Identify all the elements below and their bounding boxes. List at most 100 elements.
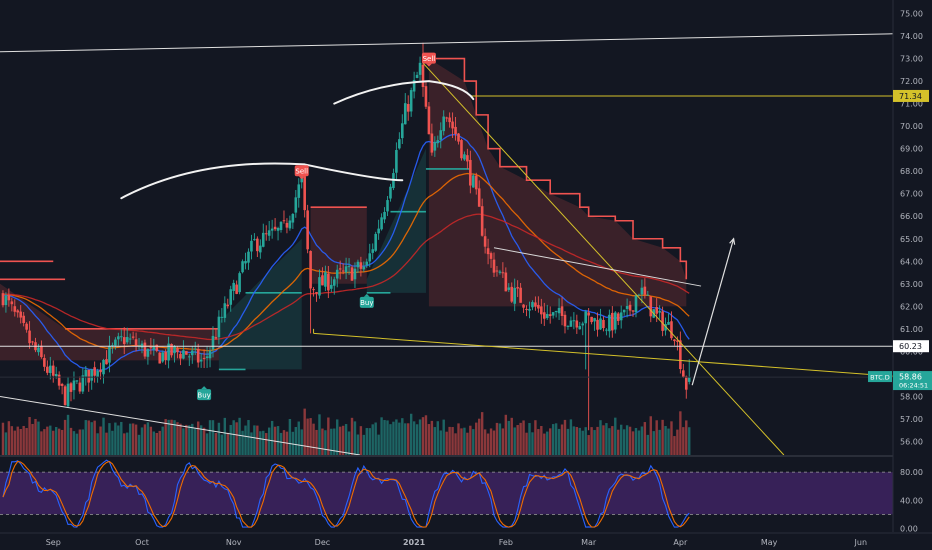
candle[interactable] xyxy=(28,321,31,349)
channel-top-line[interactable] xyxy=(0,33,893,53)
candle[interactable] xyxy=(628,301,632,317)
candle[interactable] xyxy=(554,310,558,318)
candle[interactable] xyxy=(46,360,49,376)
candle[interactable] xyxy=(599,308,602,330)
candle[interactable] xyxy=(190,346,194,364)
candle[interactable] xyxy=(477,180,481,207)
candle[interactable] xyxy=(57,371,61,390)
candle[interactable] xyxy=(448,112,451,128)
candle[interactable] xyxy=(193,341,197,356)
candle[interactable] xyxy=(584,309,587,370)
candle[interactable] xyxy=(658,305,661,319)
candle[interactable] xyxy=(119,328,123,342)
main-plot-area[interactable]: Buy Sell Buy Sell xyxy=(0,33,893,525)
candle[interactable] xyxy=(418,56,422,82)
candle[interactable] xyxy=(528,301,531,319)
candle[interactable] xyxy=(270,219,274,239)
candle[interactable] xyxy=(4,292,8,313)
candle[interactable] xyxy=(43,354,46,372)
candle[interactable] xyxy=(433,136,437,157)
candle[interactable] xyxy=(321,267,324,286)
candle[interactable] xyxy=(454,116,457,141)
channel-bottom-line[interactable] xyxy=(0,395,361,455)
candle[interactable] xyxy=(415,71,419,79)
candle[interactable] xyxy=(359,256,363,277)
candle[interactable] xyxy=(362,261,366,272)
candle[interactable] xyxy=(412,71,416,99)
candle[interactable] xyxy=(105,350,108,365)
time-axis[interactable]: Sep Oct Nov Dec 2021 Feb Mar Apr May Jun xyxy=(0,532,932,547)
candle[interactable] xyxy=(217,310,221,345)
candle[interactable] xyxy=(398,132,401,150)
candle[interactable] xyxy=(282,210,286,224)
candle[interactable] xyxy=(324,265,327,292)
candle[interactable] xyxy=(344,257,348,280)
candle[interactable] xyxy=(93,361,96,383)
support-trendline[interactable] xyxy=(313,332,893,377)
candle[interactable] xyxy=(634,293,638,318)
candle[interactable] xyxy=(146,348,150,365)
candle[interactable] xyxy=(566,325,570,330)
candle[interactable] xyxy=(202,349,206,369)
candle[interactable] xyxy=(335,264,339,288)
candle[interactable] xyxy=(469,150,472,194)
candle[interactable] xyxy=(501,262,505,278)
candle[interactable] xyxy=(640,279,644,304)
candle[interactable] xyxy=(581,321,585,336)
candle[interactable] xyxy=(235,280,238,295)
candle[interactable] xyxy=(143,339,147,359)
candle[interactable] xyxy=(176,346,179,359)
candle[interactable] xyxy=(294,189,298,218)
candle[interactable] xyxy=(587,308,590,431)
candle[interactable] xyxy=(430,123,434,156)
candle[interactable] xyxy=(13,299,17,317)
candle[interactable] xyxy=(256,236,259,258)
candle[interactable] xyxy=(7,288,11,307)
candle[interactable] xyxy=(353,262,357,288)
candle[interactable] xyxy=(400,114,404,144)
candle[interactable] xyxy=(474,172,478,195)
candle[interactable] xyxy=(264,225,268,241)
candle[interactable] xyxy=(309,250,312,334)
candle[interactable] xyxy=(327,265,330,299)
candle[interactable] xyxy=(590,316,593,325)
descending-trendline[interactable] xyxy=(422,62,785,455)
candle[interactable] xyxy=(421,42,425,97)
candle[interactable] xyxy=(631,310,635,317)
candle[interactable] xyxy=(332,276,336,295)
candle[interactable] xyxy=(386,195,389,217)
candle[interactable] xyxy=(167,336,170,369)
candle[interactable] xyxy=(667,313,670,325)
candle[interactable] xyxy=(406,95,410,121)
candle[interactable] xyxy=(220,308,224,323)
candle[interactable] xyxy=(545,304,549,320)
candle[interactable] xyxy=(463,151,466,161)
candle[interactable] xyxy=(285,218,289,234)
candle[interactable] xyxy=(247,248,250,270)
candle[interactable] xyxy=(596,312,599,337)
candle[interactable] xyxy=(131,331,135,340)
candle[interactable] xyxy=(537,296,540,313)
candle[interactable] xyxy=(622,309,626,316)
candle[interactable] xyxy=(616,311,620,326)
candle[interactable] xyxy=(185,351,188,355)
candle[interactable] xyxy=(16,309,20,318)
candle[interactable] xyxy=(613,310,617,334)
candle[interactable] xyxy=(551,312,555,319)
candle[interactable] xyxy=(125,327,129,345)
candle[interactable] xyxy=(661,306,664,337)
candle[interactable] xyxy=(223,296,227,323)
candle[interactable] xyxy=(173,344,176,363)
candle[interactable] xyxy=(519,283,522,303)
candle[interactable] xyxy=(655,298,658,323)
oscillator-lines[interactable] xyxy=(2,459,690,528)
candle[interactable] xyxy=(480,198,484,237)
candle[interactable] xyxy=(510,282,514,303)
candle[interactable] xyxy=(161,350,164,363)
candle[interactable] xyxy=(205,346,209,368)
candle[interactable] xyxy=(1,290,5,308)
candle[interactable] xyxy=(548,306,552,324)
signal-buy-2[interactable]: Buy xyxy=(359,293,374,308)
candle[interactable] xyxy=(439,122,443,149)
candle[interactable] xyxy=(214,328,218,340)
